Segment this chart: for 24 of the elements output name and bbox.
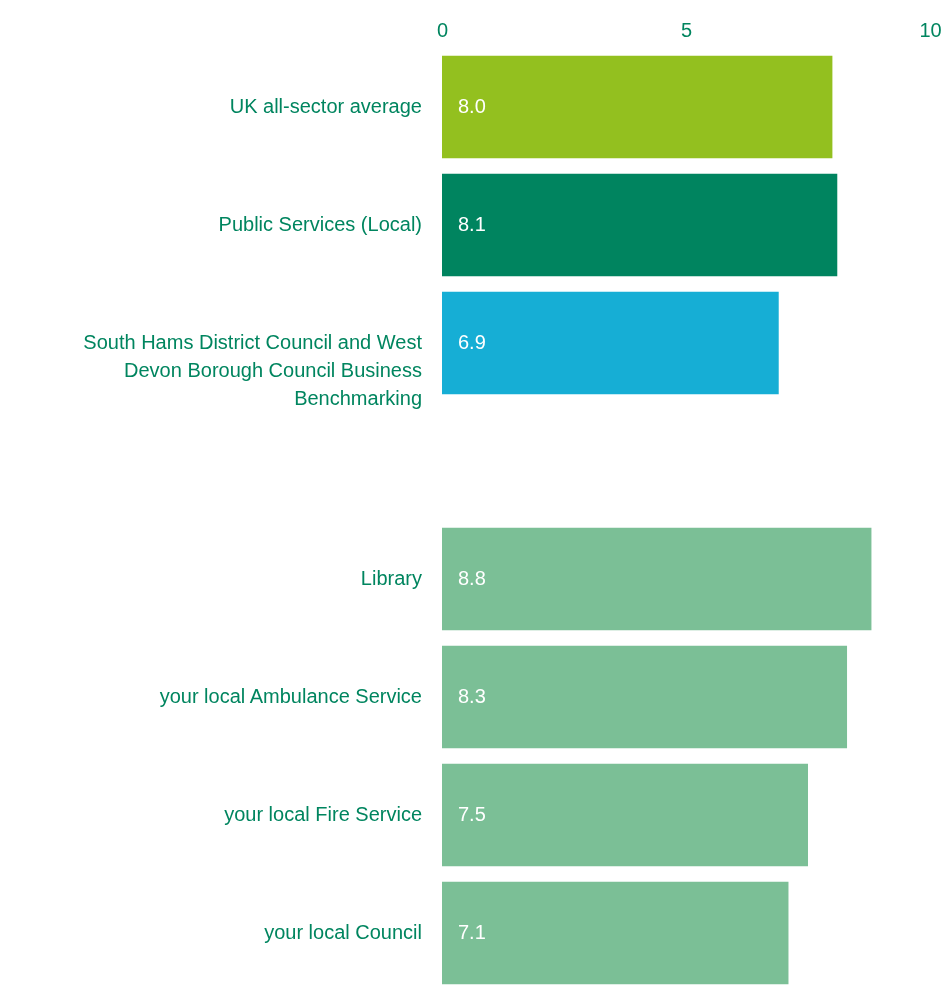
y-tick-label: Public Services (Local) <box>218 213 422 235</box>
y-tick-label: Library <box>360 567 422 589</box>
bar <box>442 881 789 985</box>
y-tick-label: your local Fire Service <box>224 803 422 825</box>
data-label: 7.1 <box>458 921 486 943</box>
data-label: 7.5 <box>458 803 486 825</box>
data-label: 8.0 <box>458 95 486 117</box>
y-tick-label: your local Council <box>264 921 422 943</box>
x-tick-label: 5 <box>680 18 693 41</box>
bar <box>442 291 779 395</box>
y-tick-label: your local Ambulance Service <box>159 685 422 707</box>
data-label: 8.1 <box>458 213 486 235</box>
x-tick-label: 0 <box>436 18 449 41</box>
data-label: 6.9 <box>458 331 486 353</box>
bar <box>442 55 833 159</box>
y-tick-label: UK all-sector average <box>229 95 422 117</box>
bar <box>442 645 848 749</box>
data-label: 8.3 <box>458 685 486 707</box>
bar <box>442 173 838 277</box>
y-tick-label: South Hams District Council and West Devon Borough Council Business Benchmarking <box>83 331 423 409</box>
x-tick-label: 10 <box>919 18 942 41</box>
data-label: 8.8 <box>458 567 486 589</box>
bar <box>442 763 808 867</box>
bar <box>442 527 872 631</box>
